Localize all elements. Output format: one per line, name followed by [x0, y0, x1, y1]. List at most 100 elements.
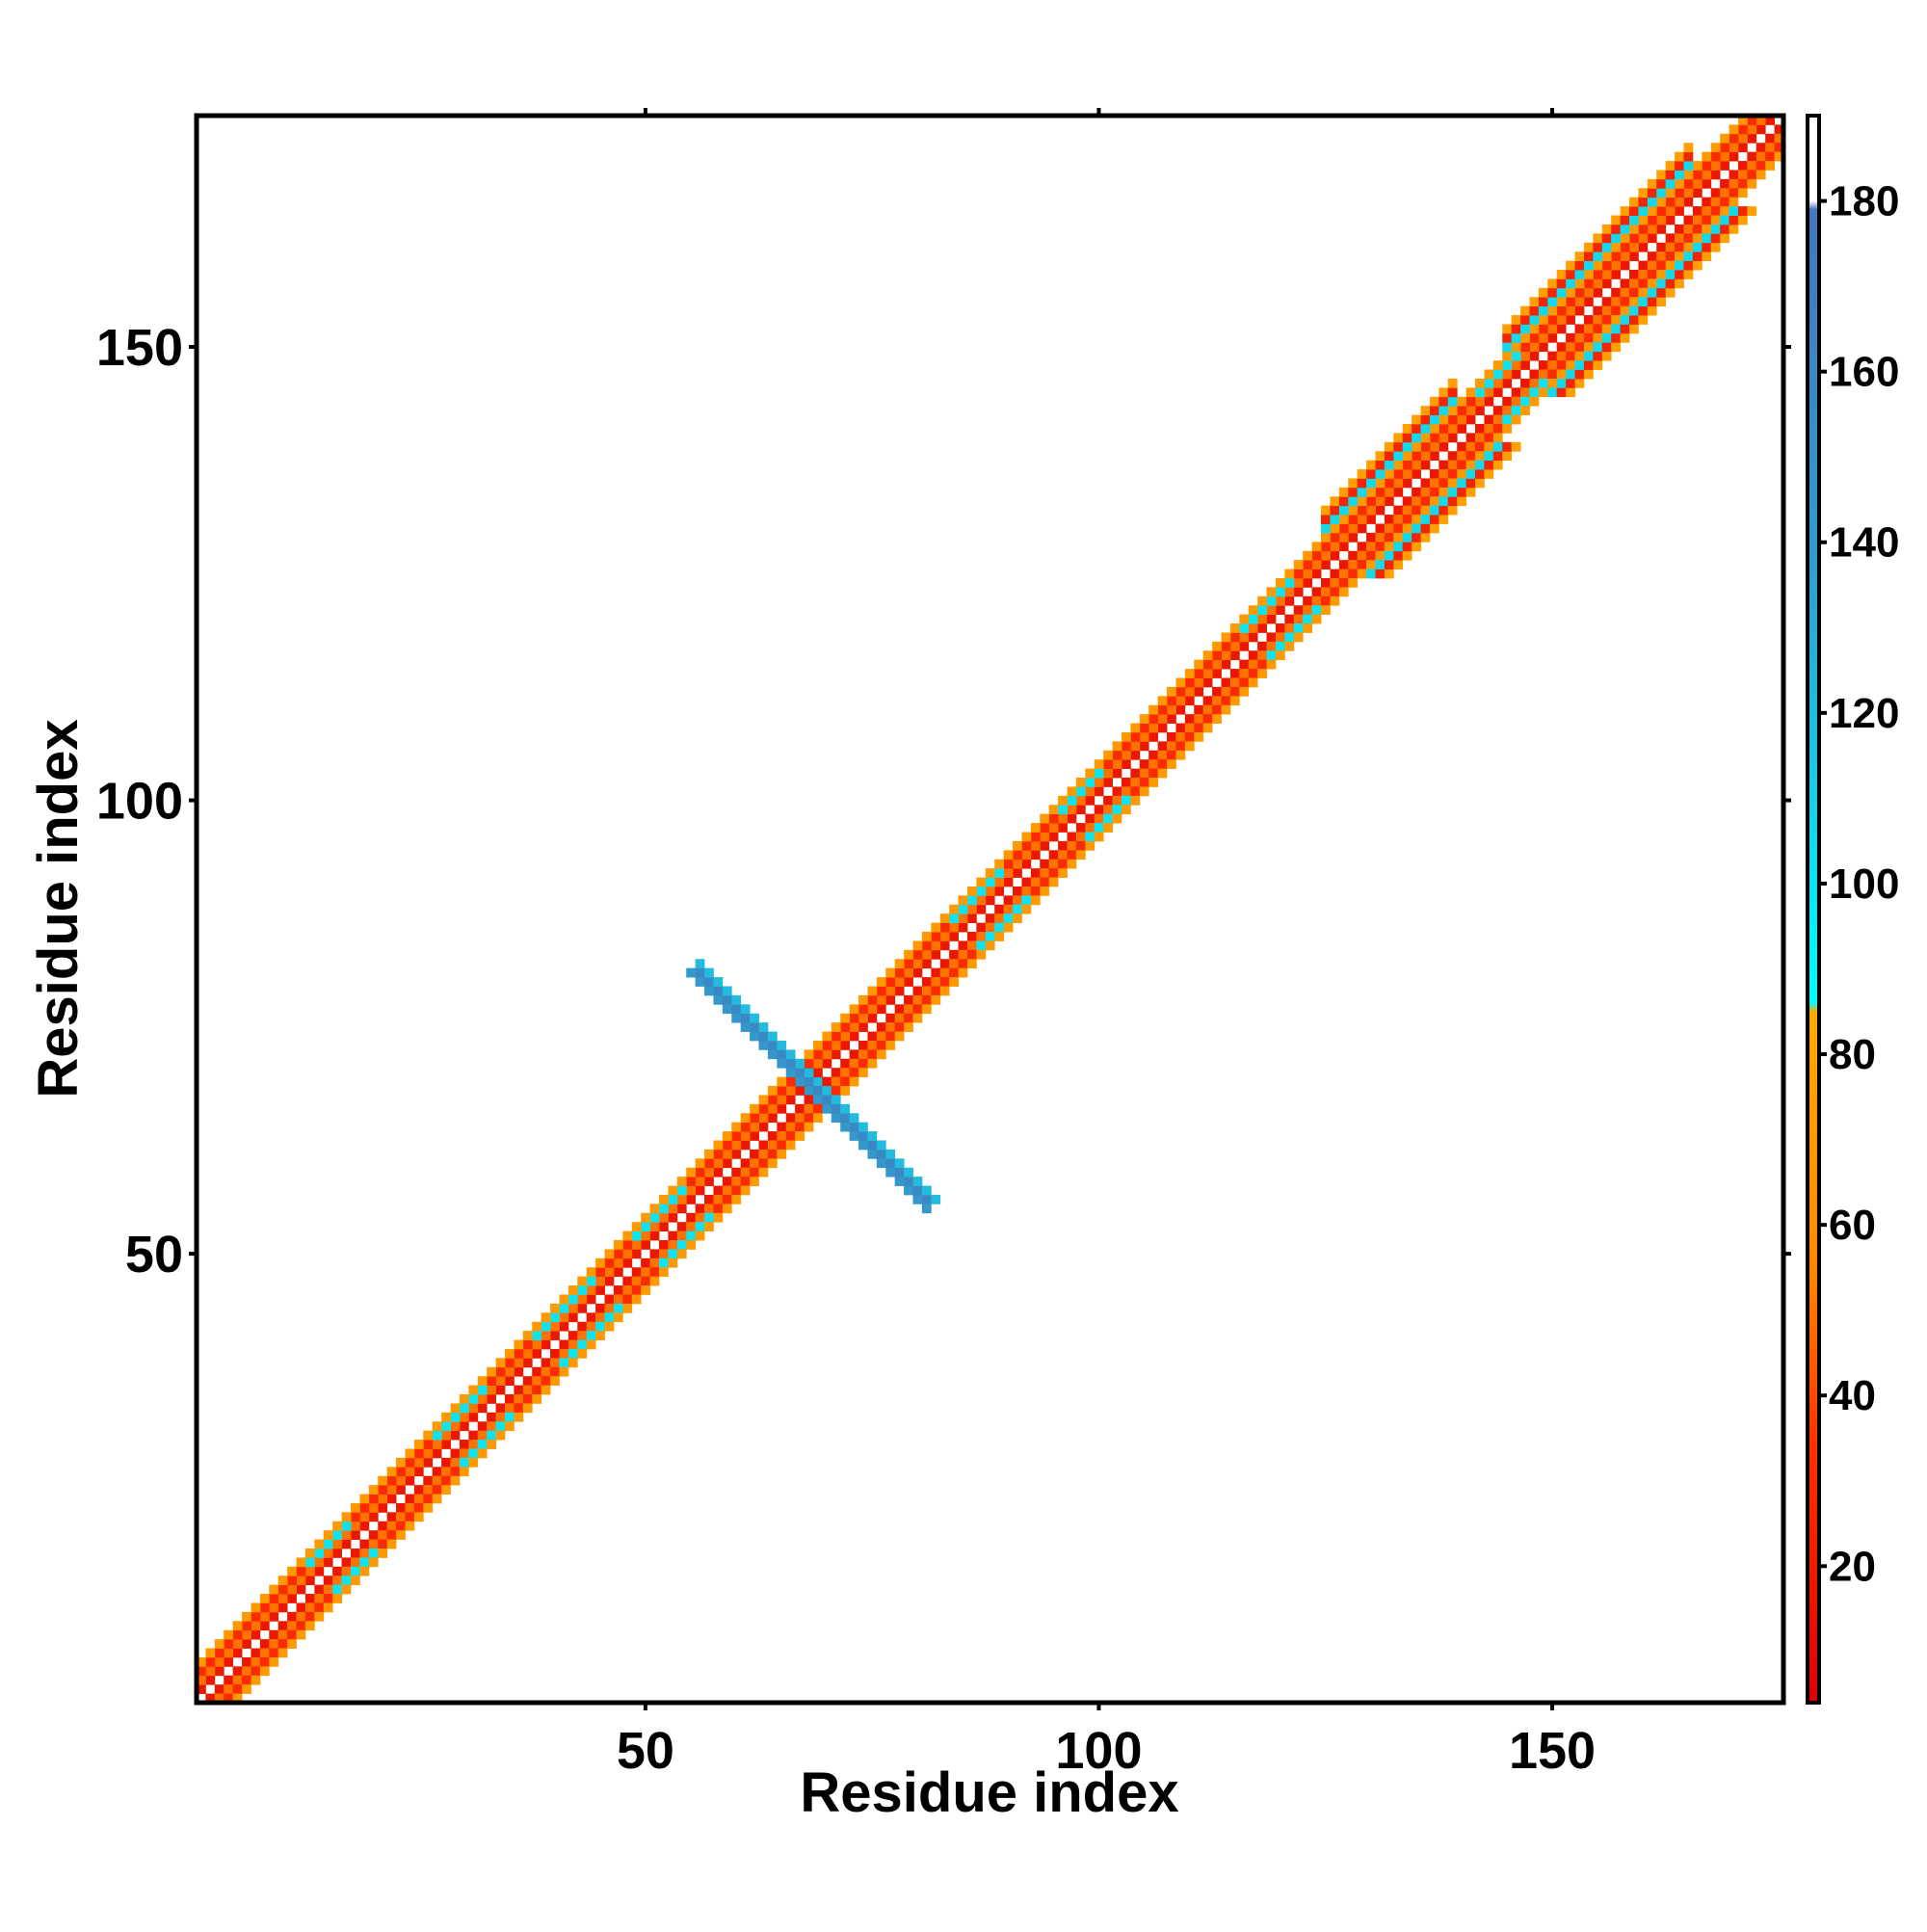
heatmap-cell — [831, 1095, 841, 1105]
heatmap-cell — [1103, 795, 1113, 806]
heatmap-cell — [1103, 750, 1113, 760]
heatmap-cell — [1692, 206, 1703, 216]
heatmap-cell — [1003, 886, 1014, 896]
heatmap-cell — [1665, 178, 1676, 189]
heatmap-cell — [1529, 396, 1540, 407]
heatmap-cell — [1321, 569, 1331, 579]
heatmap-cell — [976, 877, 987, 887]
heatmap-cell — [722, 994, 732, 1005]
heatmap-cell — [1475, 423, 1485, 434]
heatmap-cell — [1003, 904, 1014, 914]
heatmap-cell — [894, 986, 905, 996]
heatmap-cell — [1720, 133, 1729, 144]
heatmap-cell — [1538, 324, 1548, 334]
heatmap-cell — [1266, 623, 1277, 633]
heatmap-cell — [1112, 759, 1122, 770]
heatmap-cell — [1574, 360, 1585, 370]
heatmap-cell — [1429, 406, 1439, 415]
heatmap-cell — [341, 1575, 352, 1586]
heatmap-cell — [1003, 877, 1014, 887]
heatmap-cell — [487, 1385, 496, 1395]
heatmap-cell — [840, 1068, 851, 1078]
heatmap-cell — [1765, 151, 1775, 162]
heatmap-cell — [1075, 840, 1086, 851]
heatmap-cell — [368, 1485, 379, 1495]
heatmap-cell — [1103, 805, 1113, 815]
heatmap-cell — [1566, 315, 1575, 325]
heatmap-cell — [1021, 877, 1032, 887]
heatmap-cell — [1357, 542, 1367, 552]
heatmap-cell — [1293, 623, 1304, 633]
heatmap-cell — [840, 1113, 851, 1124]
heatmap-cell — [867, 1022, 878, 1032]
heatmap-cell — [1202, 650, 1213, 661]
heatmap-cell — [332, 1584, 342, 1595]
heatmap-cell — [722, 1167, 732, 1178]
heatmap-cell — [1729, 143, 1739, 153]
heatmap-cell — [495, 1430, 506, 1441]
heatmap-cell — [232, 1684, 243, 1694]
heatmap-cell — [1067, 832, 1077, 842]
heatmap-cell — [1384, 496, 1394, 507]
heatmap-cell — [1638, 315, 1649, 325]
heatmap-cell — [1275, 641, 1285, 651]
heatmap-cell — [1520, 315, 1530, 325]
heatmap-cell — [1747, 161, 1757, 171]
heatmap-cell — [541, 1312, 551, 1323]
heatmap-cell — [1692, 161, 1703, 171]
heatmap-cell — [1393, 496, 1404, 507]
heatmap-cell — [242, 1656, 251, 1667]
heatmap-cell — [631, 1257, 642, 1268]
heatmap-cell — [1556, 360, 1567, 370]
heatmap-cell — [296, 1584, 306, 1595]
heatmap-cell — [396, 1485, 406, 1495]
heatmap-cell — [704, 1185, 714, 1196]
heatmap-cell — [1013, 913, 1022, 924]
heatmap-cell — [686, 1231, 697, 1241]
heatmap-cell — [1665, 242, 1676, 252]
heatmap-cell — [750, 1149, 759, 1159]
heatmap-cell — [378, 1539, 388, 1549]
heatmap-cell — [1257, 632, 1267, 643]
heatmap-cell — [1556, 269, 1567, 279]
heatmap-cell — [795, 1113, 805, 1124]
heatmap-cell — [577, 1321, 588, 1332]
heatmap-cell — [1720, 178, 1729, 189]
heatmap-cell — [1601, 332, 1612, 343]
heatmap-cell — [1167, 741, 1176, 752]
heatmap-cell — [1620, 206, 1630, 216]
heatmap-cell — [514, 1358, 524, 1368]
heatmap-cell — [359, 1539, 370, 1549]
heatmap-cell — [432, 1440, 442, 1449]
heatmap-cell — [976, 932, 987, 941]
heatmap-cell — [1311, 605, 1322, 616]
heatmap-cell — [1502, 369, 1513, 380]
heatmap-cell — [649, 1249, 660, 1259]
heatmap-cell — [1275, 623, 1285, 633]
heatmap-cell — [1556, 287, 1567, 298]
heatmap-cell — [1239, 650, 1250, 661]
heatmap-cell — [1484, 423, 1494, 434]
heatmap-cell — [1130, 768, 1141, 779]
heatmap-cell — [604, 1294, 615, 1305]
heatmap-cell — [1720, 188, 1729, 198]
heatmap-cell — [468, 1440, 479, 1449]
heatmap-cell — [1402, 460, 1412, 470]
heatmap-cell — [858, 1040, 868, 1050]
heatmap-cell — [631, 1231, 642, 1241]
heatmap-cell — [432, 1430, 442, 1441]
heatmap-cell — [432, 1494, 442, 1504]
heatmap-cell — [1601, 269, 1612, 279]
heatmap-cell — [1502, 342, 1513, 353]
heatmap-cell — [1620, 260, 1630, 271]
heatmap-cell — [713, 1212, 724, 1223]
heatmap-cell — [1112, 778, 1122, 787]
heatmap-cell — [1357, 560, 1367, 569]
heatmap-cell — [1139, 723, 1149, 733]
heatmap-cell — [323, 1539, 333, 1549]
heatmap-cell — [1611, 269, 1621, 279]
heatmap-cell — [822, 1031, 832, 1042]
heatmap-cell — [1593, 332, 1603, 343]
